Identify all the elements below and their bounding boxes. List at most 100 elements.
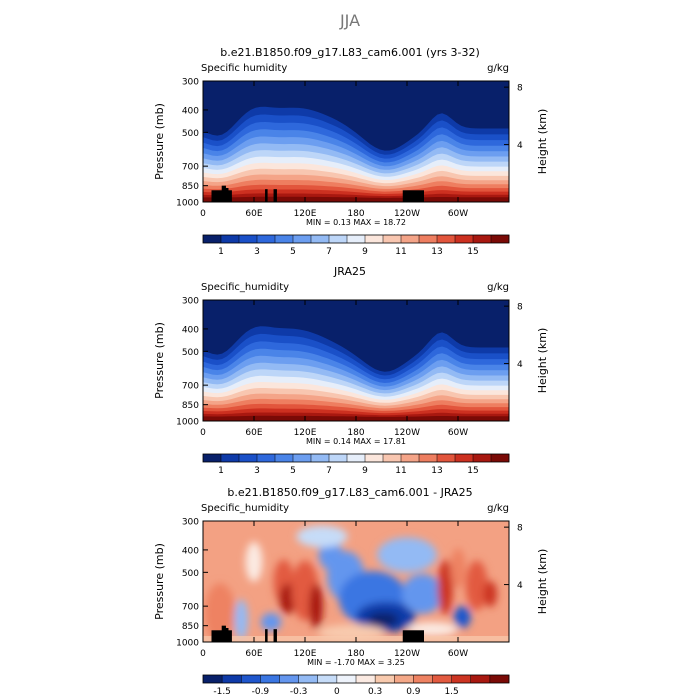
height-tick-label: 4 [517, 581, 523, 591]
diff-blob [309, 583, 323, 629]
colorbar-swatch [260, 675, 280, 683]
colorbar-swatch [437, 454, 456, 462]
colorbar-label: 13 [431, 247, 442, 257]
right-axis-label: Height (km) [536, 328, 549, 394]
colorbar-swatch [203, 235, 222, 243]
y-tick-label: 700 [182, 603, 199, 613]
x-tick-label: 0 [200, 428, 206, 438]
y-tick-label: 850 [182, 182, 199, 192]
colorbar-label: 15 [467, 247, 478, 257]
x-tick-label: 60E [245, 209, 262, 219]
colorbar-swatch [311, 454, 330, 462]
y-tick-label: 850 [182, 401, 199, 411]
colorbar-swatch [347, 235, 366, 243]
x-tick-label: 180 [347, 428, 364, 438]
x-tick-label: 180 [347, 649, 364, 659]
colorbar-swatch [413, 675, 433, 683]
diff-blob [377, 537, 437, 573]
x-tick-label: 60W [448, 649, 468, 659]
colorbar-swatch [365, 454, 384, 462]
colorbar-swatch [329, 235, 348, 243]
y-axis-label: Pressure (mb) [153, 543, 166, 620]
colorbar-swatch [419, 454, 438, 462]
colorbar-swatch [356, 675, 376, 683]
colorbar-swatch [239, 235, 258, 243]
colorbar-swatch [419, 235, 438, 243]
colorbar-frame [202, 234, 510, 244]
colorbar-swatch [347, 454, 366, 462]
colorbar-swatch [365, 235, 384, 243]
colorbar-label: 11 [395, 247, 406, 257]
colorbar-swatch [293, 454, 312, 462]
colorbar-label: 11 [395, 466, 406, 476]
colorbar-swatch [491, 454, 510, 462]
diff-blob [260, 613, 282, 632]
colorbar-swatch [221, 454, 240, 462]
colorbar-label: 5 [290, 466, 296, 476]
colorbar-swatch [203, 675, 223, 683]
colorbar-swatch [257, 454, 276, 462]
colorbar-swatch [394, 675, 414, 683]
colorbar-swatch [293, 235, 312, 243]
diff-blob [450, 548, 466, 589]
y-tick-label: 400 [182, 106, 199, 116]
topography-mask [225, 190, 232, 202]
diff-blob [437, 559, 453, 615]
colorbar-swatch [473, 235, 492, 243]
x-tick-label: 120E [294, 209, 317, 219]
colorbar-swatch [401, 235, 420, 243]
y-axis-label: Pressure (mb) [153, 322, 166, 399]
colorbar-swatch [375, 675, 395, 683]
colorbar-label: 1 [218, 466, 224, 476]
colorbar-swatch [221, 235, 240, 243]
diff-blob [401, 573, 443, 614]
colorbar-label: -0.9 [252, 687, 270, 697]
colorbar-swatch [455, 235, 474, 243]
colorbar-swatch [451, 675, 472, 683]
panel-title: b.e21.B1850.f09_g17.L83_cam6.001 - JRA25 [227, 486, 472, 499]
colorbar-frame [202, 453, 510, 463]
colorbar-label: 3 [254, 247, 260, 257]
diff-blob [234, 599, 249, 640]
variable-label: Specific humidity [201, 63, 287, 74]
y-tick-label: 500 [182, 129, 199, 139]
colorbar-swatch [257, 235, 276, 243]
diff-blob [204, 583, 236, 642]
colorbar-swatch [470, 675, 491, 683]
colorbar-swatch [311, 235, 330, 243]
y-tick-label: 300 [182, 78, 199, 88]
variable-label: Specific_humidity [201, 282, 289, 293]
colorbar-swatch [455, 454, 474, 462]
topography-mask [402, 630, 424, 642]
x-tick-label: 0 [200, 209, 206, 219]
topography-mask [273, 629, 277, 642]
page-title: JJA [339, 11, 360, 30]
units-label: g/kg [487, 63, 509, 74]
diff-blob [465, 560, 488, 611]
y-axis-label: Pressure (mb) [153, 103, 166, 180]
colorbar-label: 15 [467, 466, 478, 476]
colorbar-swatch [383, 235, 402, 243]
colorbar-swatch [491, 235, 510, 243]
x-tick-label: 120W [394, 428, 420, 438]
x-tick-label: 60W [448, 209, 468, 219]
colorbar-label: -1.5 [213, 687, 231, 697]
y-tick-label: 400 [182, 546, 199, 556]
colorbar-label: 13 [431, 466, 442, 476]
colorbar-label: 1 [218, 247, 224, 257]
colorbar-label: 1.5 [444, 687, 458, 697]
topography-mask [221, 185, 226, 202]
y-tick-label: 1000 [176, 639, 199, 649]
colorbar-swatch [275, 454, 294, 462]
y-tick-label: 700 [182, 382, 199, 392]
topography-mask [273, 189, 277, 202]
colorbar-swatch [241, 675, 261, 683]
panel-1: b.e21.B1850.f09_g17.L83_cam6.001 (yrs 3-… [153, 46, 549, 257]
colorbar-swatch [473, 454, 492, 462]
x-tick-label: 60E [245, 428, 262, 438]
height-tick-label: 8 [517, 84, 523, 94]
colorbar-swatch [203, 454, 222, 462]
y-tick-label: 1000 [176, 199, 199, 209]
y-tick-label: 700 [182, 163, 199, 173]
